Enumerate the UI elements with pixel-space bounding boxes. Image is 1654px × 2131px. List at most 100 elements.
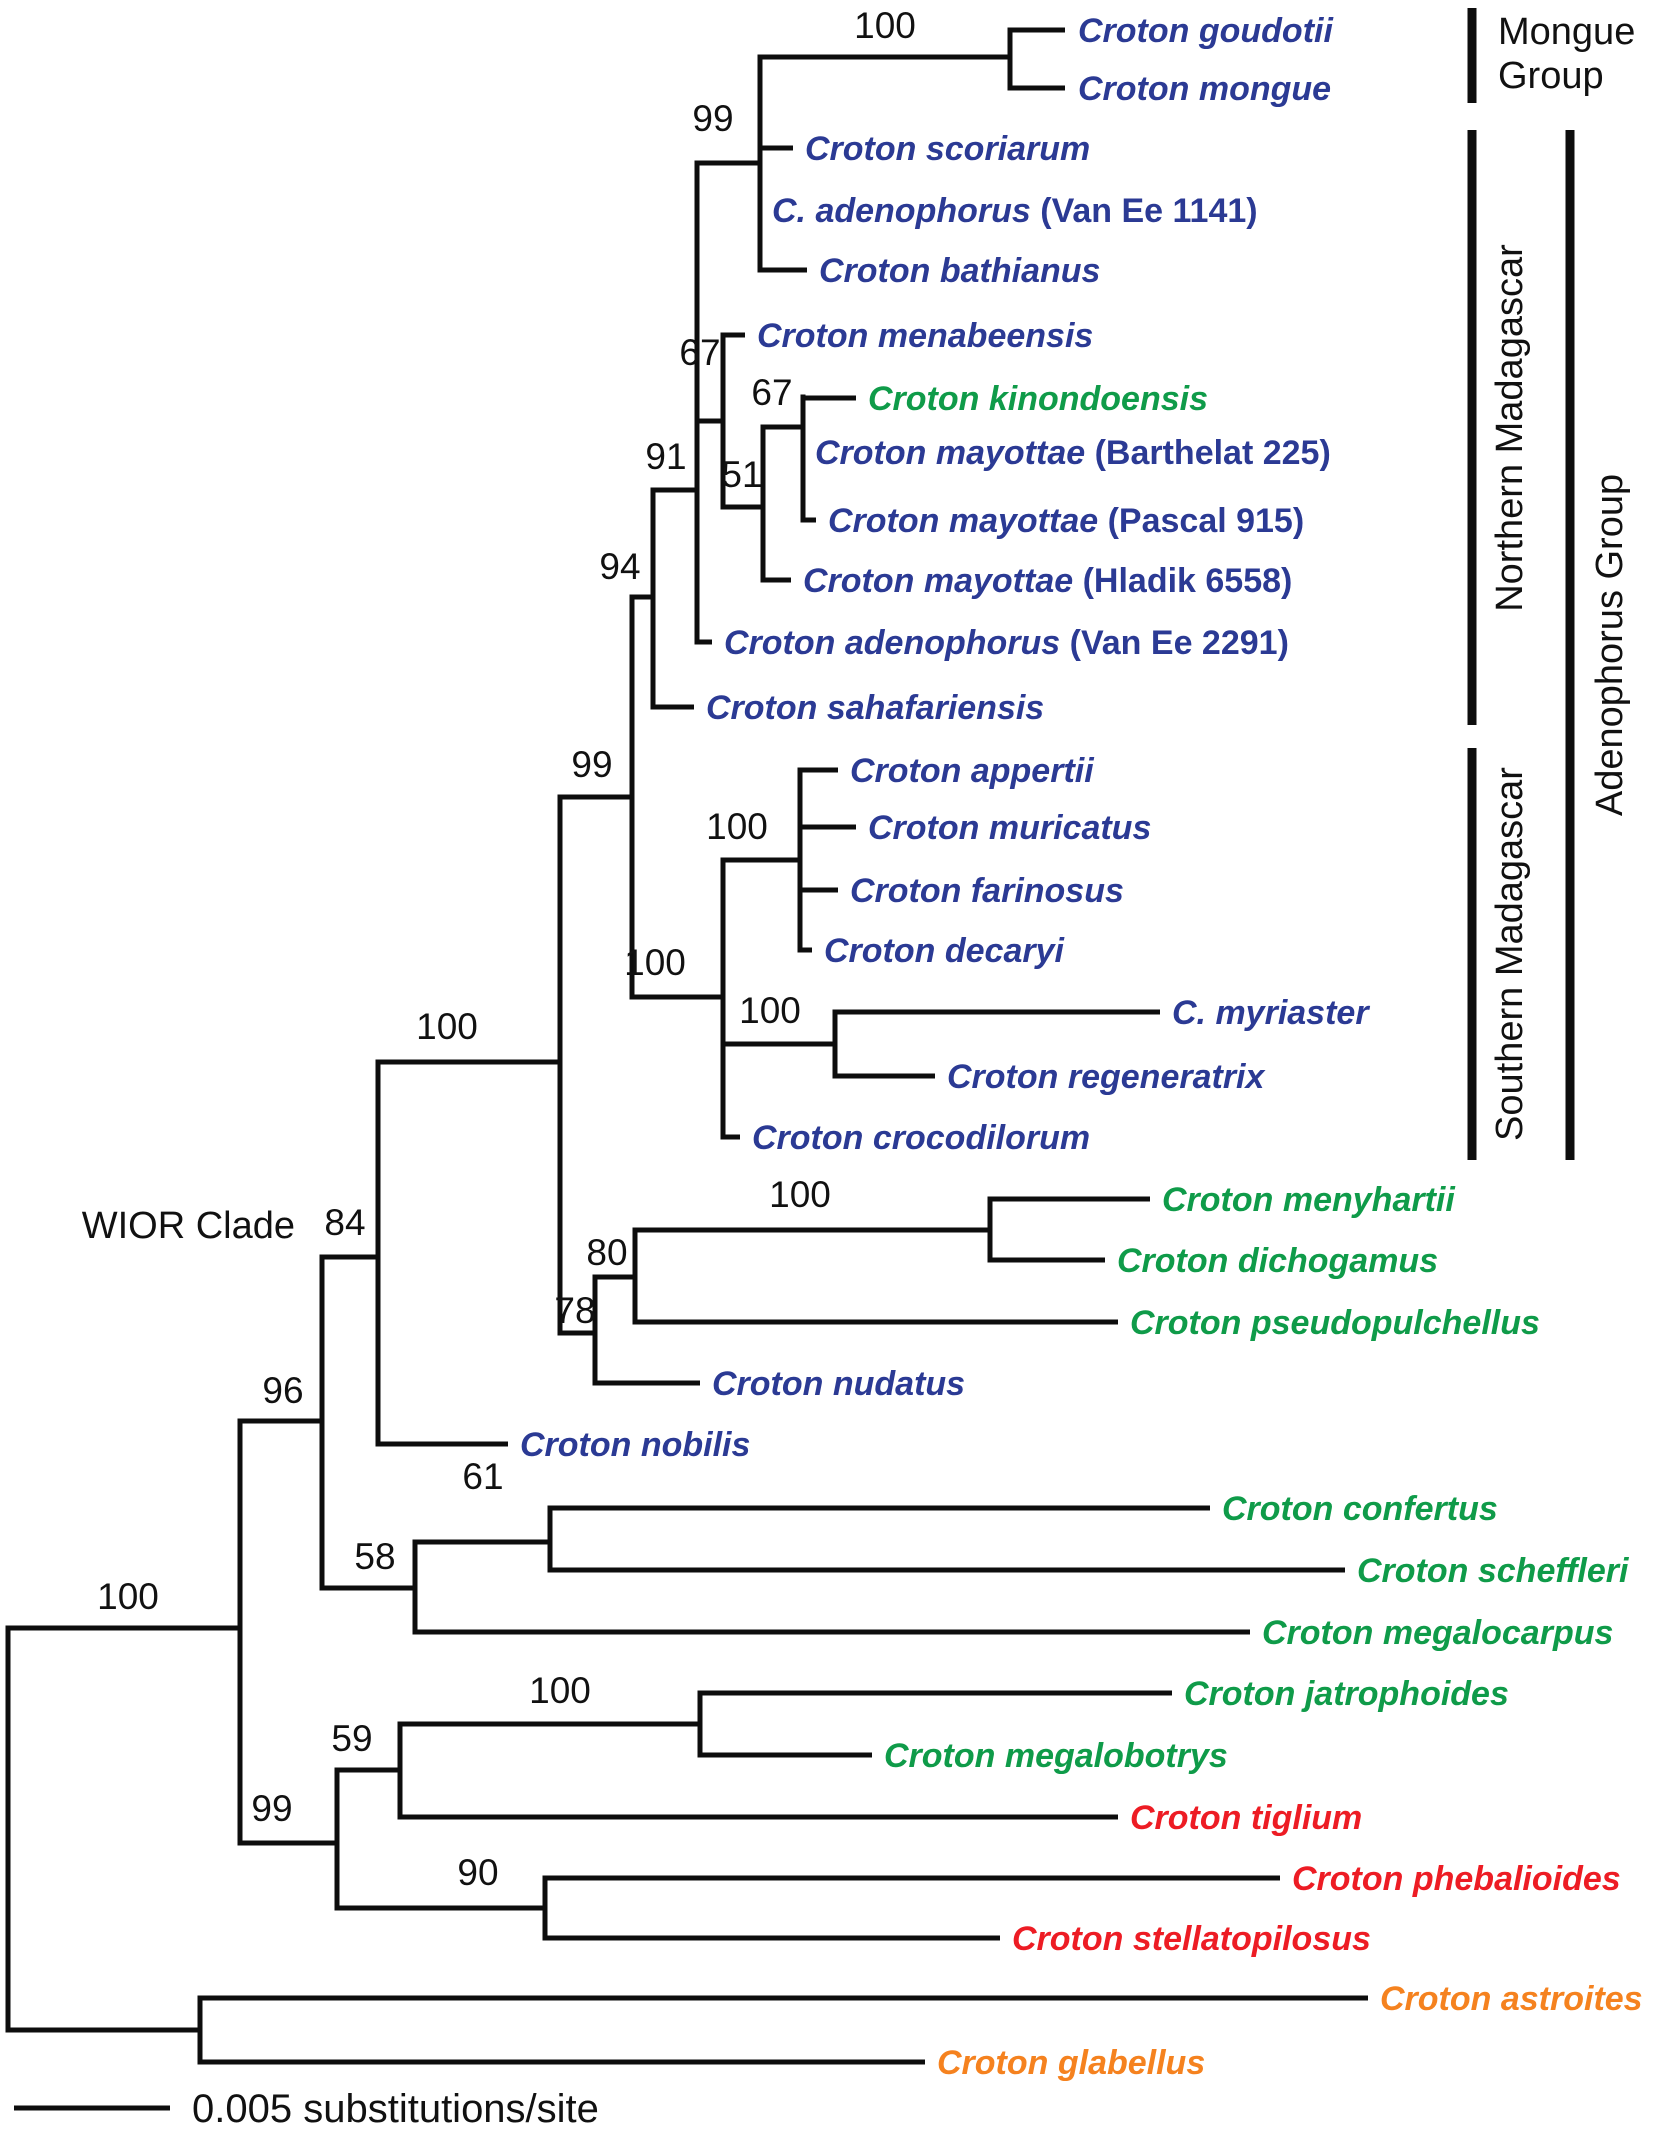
mongue-group-label: Mongue Group xyxy=(1498,11,1635,97)
taxon-label: Croton nudatus xyxy=(712,1365,965,1403)
taxon-label: Croton decaryi xyxy=(824,932,1065,970)
taxon-name: C. adenophorus xyxy=(772,192,1031,230)
taxon-name: Croton appertii xyxy=(850,752,1095,790)
taxon-label: Croton sahafariensis xyxy=(706,689,1044,727)
taxon-name: Croton menabeensis xyxy=(757,317,1093,355)
bootstrap-support-value: 96 xyxy=(262,1370,303,1411)
taxon-name: Croton farinosus xyxy=(850,872,1124,910)
bootstrap-support-value: 91 xyxy=(645,436,686,477)
taxon-name: Croton astroites xyxy=(1380,1980,1643,2018)
taxon-voucher: (Van Ee 1141) xyxy=(1031,192,1258,230)
taxon-voucher: (Pascal 915) xyxy=(1098,502,1304,540)
bootstrap-support-value: 67 xyxy=(751,372,792,413)
bootstrap-support-value: 94 xyxy=(599,546,640,587)
taxon-name: Croton goudotii xyxy=(1078,12,1334,50)
taxon-label: Croton dichogamus xyxy=(1117,1242,1438,1280)
taxon-label: Croton mayottae (Hladik 6558) xyxy=(803,562,1292,600)
taxon-label: C. myriaster xyxy=(1172,994,1370,1032)
taxon-label: Croton adenophorus (Van Ee 2291) xyxy=(724,624,1289,662)
taxon-name: Croton glabellus xyxy=(937,2044,1205,2082)
taxon-label: Croton phebalioides xyxy=(1292,1860,1621,1898)
taxon-voucher: (Van Ee 2291) xyxy=(1060,624,1289,662)
taxon-label: Croton astroites xyxy=(1380,1980,1643,2018)
bootstrap-support-value: 100 xyxy=(416,1006,478,1047)
taxon-label: Croton crocodilorum xyxy=(752,1119,1090,1157)
taxon-label: Croton regeneratrix xyxy=(947,1058,1266,1096)
taxon-name: Croton menyhartii xyxy=(1162,1181,1456,1219)
taxon-label: Croton appertii xyxy=(850,752,1095,790)
taxon-name: Croton mayottae xyxy=(803,562,1073,600)
taxon-name: Croton decaryi xyxy=(824,932,1065,970)
bootstrap-support-value: 90 xyxy=(457,1852,498,1893)
bootstrap-support-value: 100 xyxy=(529,1670,591,1711)
taxon-name: Croton bathianus xyxy=(819,252,1100,290)
mongue-group-label-line: Group xyxy=(1498,55,1604,97)
taxon-name: Croton adenophorus xyxy=(724,624,1060,662)
bootstrap-support-value: 67 xyxy=(679,332,720,373)
taxon-label: Croton mongue xyxy=(1078,70,1331,108)
taxon-label: Croton mayottae (Barthelat 225) xyxy=(815,434,1331,472)
scale-bar-label: 0.005 substitutions/site xyxy=(192,2087,599,2131)
taxon-label: Croton pseudopulchellus xyxy=(1130,1304,1540,1342)
bootstrap-support-value: 100 xyxy=(739,990,801,1031)
taxon-name: Croton dichogamus xyxy=(1117,1242,1438,1280)
taxon-name: Croton nudatus xyxy=(712,1365,965,1403)
taxon-label: Croton megalobotrys xyxy=(884,1737,1228,1775)
taxon-name: C. myriaster xyxy=(1172,994,1370,1032)
taxon-name: Croton muricatus xyxy=(868,809,1151,847)
taxon-label: Croton goudotii xyxy=(1078,12,1334,50)
taxon-label: C. adenophorus (Van Ee 1141) xyxy=(772,192,1258,230)
taxon-name: Croton stellatopilosus xyxy=(1012,1920,1371,1958)
taxon-label: Croton jatrophoides xyxy=(1184,1675,1509,1713)
taxon-label: Croton nobilis xyxy=(520,1426,750,1464)
taxon-label: Croton mayottae (Pascal 915) xyxy=(828,502,1304,540)
taxon-name: Croton crocodilorum xyxy=(752,1119,1090,1157)
taxon-label: Croton confertus xyxy=(1222,1490,1498,1528)
taxon-name: Croton nobilis xyxy=(520,1426,750,1464)
southern-madagascar-label: Southern Madagascar xyxy=(1489,767,1531,1141)
taxon-name: Croton megalobotrys xyxy=(884,1737,1228,1775)
adenophorus-group-label: Adenophorus Group xyxy=(1589,474,1631,816)
taxon-voucher: (Barthelat 225) xyxy=(1085,434,1331,472)
taxon-voucher: (Hladik 6558) xyxy=(1073,562,1292,600)
taxon-name: Croton mayottae xyxy=(815,434,1085,472)
taxon-label: Croton muricatus xyxy=(868,809,1151,847)
taxon-name: Croton jatrophoides xyxy=(1184,1675,1509,1713)
bootstrap-support-value: 100 xyxy=(854,5,916,46)
taxon-name: Croton mongue xyxy=(1078,70,1331,108)
taxon-name: Croton scoriarum xyxy=(805,130,1090,168)
taxon-name: Croton sahafariensis xyxy=(706,689,1044,727)
taxon-label: Croton scoriarum xyxy=(805,130,1090,168)
taxon-label: Croton menabeensis xyxy=(757,317,1093,355)
taxon-label: Croton bathianus xyxy=(819,252,1100,290)
bootstrap-support-value: 100 xyxy=(97,1576,159,1617)
taxon-label: Croton stellatopilosus xyxy=(1012,1920,1371,1958)
bootstrap-support-value: 100 xyxy=(706,806,768,847)
taxon-name: Croton mayottae xyxy=(828,502,1098,540)
bootstrap-support-value: 100 xyxy=(769,1174,831,1215)
taxon-name: Croton scheffleri xyxy=(1357,1552,1630,1590)
wior-clade-label: WIOR Clade xyxy=(82,1205,295,1247)
bootstrap-support-value: 59 xyxy=(331,1718,372,1759)
bootstrap-support-value: 58 xyxy=(354,1536,395,1577)
taxon-label: Croton glabellus xyxy=(937,2044,1205,2082)
bootstrap-support-value: 51 xyxy=(721,454,762,495)
bootstrap-support-value: 61 xyxy=(462,1456,503,1497)
taxon-name: Croton kinondoensis xyxy=(868,380,1208,418)
taxon-name: Croton regeneratrix xyxy=(947,1058,1266,1096)
northern-madagascar-label: Northern Madagascar xyxy=(1489,244,1531,612)
bootstrap-support-value: 78 xyxy=(554,1290,595,1331)
taxon-name: Croton confertus xyxy=(1222,1490,1498,1528)
taxon-name: Croton tiglium xyxy=(1130,1799,1362,1837)
taxon-label: Croton farinosus xyxy=(850,872,1124,910)
taxon-name: Croton pseudopulchellus xyxy=(1130,1304,1540,1342)
bootstrap-support-value: 99 xyxy=(251,1788,292,1829)
bootstrap-support-value: 99 xyxy=(571,744,612,785)
taxon-name: Croton phebalioides xyxy=(1292,1860,1621,1898)
bootstrap-support-value: 100 xyxy=(624,942,686,983)
bootstrap-support-value: 84 xyxy=(324,1202,365,1243)
taxon-label: Croton tiglium xyxy=(1130,1799,1362,1837)
mongue-group-label-line: Mongue xyxy=(1498,11,1635,53)
